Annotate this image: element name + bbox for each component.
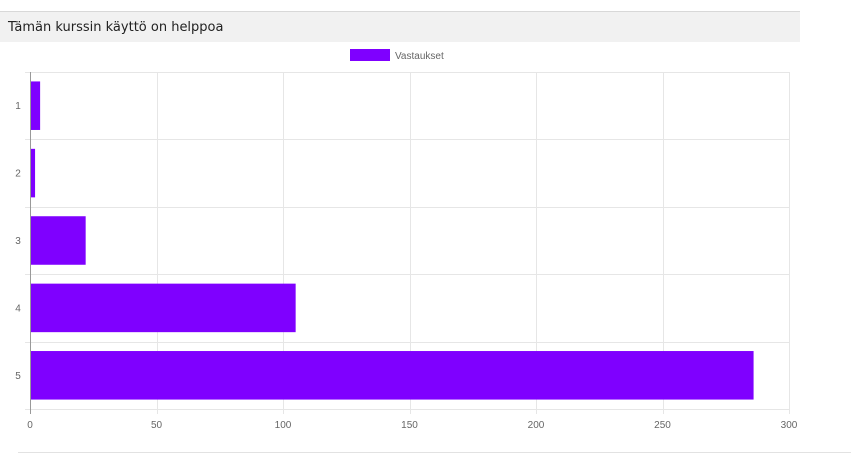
x-tick-label: 300 — [781, 420, 798, 431]
y-tick-label: 1 — [15, 101, 21, 112]
x-tick-label: 200 — [528, 420, 545, 431]
x-tick-label: 0 — [27, 420, 33, 431]
x-tick-label: 150 — [401, 420, 418, 431]
bar[interactable] — [31, 283, 296, 333]
chart-legend[interactable]: Vastaukset — [350, 49, 444, 62]
chart-tick-labels: 0 50 100 150 200 250 300 1 2 3 4 5 — [15, 101, 798, 431]
chart-grid — [25, 72, 790, 414]
bar[interactable] — [31, 148, 36, 198]
question-header: Tämän kurssin käyttö on helppoa — [0, 12, 800, 42]
question-title: Tämän kurssin käyttö on helppoa — [8, 20, 224, 35]
y-tick-label: 3 — [15, 236, 21, 247]
y-tick-label: 2 — [15, 169, 21, 180]
y-tick-label: 4 — [15, 303, 21, 314]
x-tick-label: 250 — [654, 420, 671, 431]
footer-divider — [18, 452, 851, 453]
header-divider — [0, 11, 800, 12]
bar[interactable] — [31, 216, 86, 265]
y-tick-label: 5 — [15, 371, 21, 382]
legend-swatch[interactable] — [350, 49, 390, 61]
x-tick-label: 100 — [275, 420, 292, 431]
chart-bars — [31, 81, 754, 400]
legend-label[interactable]: Vastaukset — [395, 51, 444, 62]
bar[interactable] — [31, 351, 754, 400]
bar[interactable] — [31, 81, 41, 130]
x-tick-label: 50 — [151, 420, 163, 431]
